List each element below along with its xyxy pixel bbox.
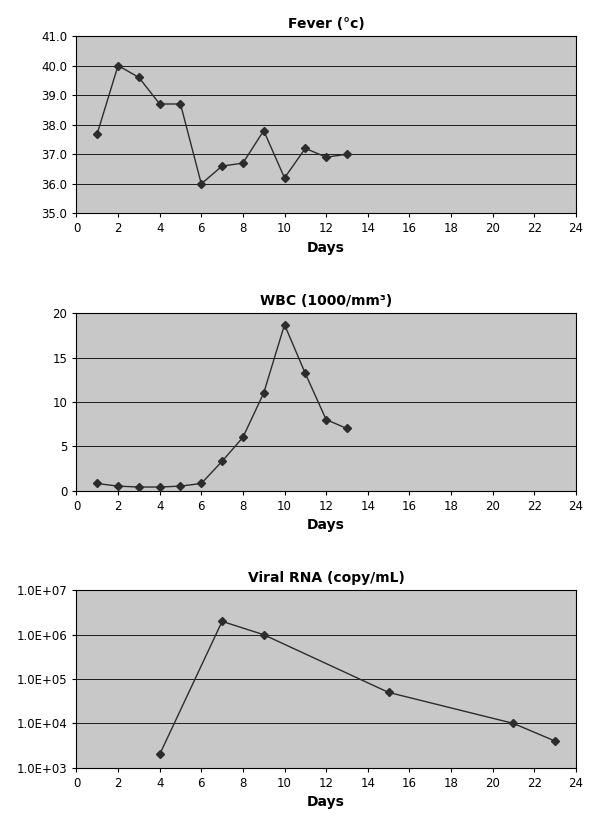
Title: WBC (1000/mm³): WBC (1000/mm³) — [260, 294, 392, 308]
X-axis label: Days: Days — [307, 518, 345, 532]
X-axis label: Days: Days — [307, 241, 345, 255]
X-axis label: Days: Days — [307, 795, 345, 809]
Title: Fever (°c): Fever (°c) — [288, 17, 365, 31]
Title: Viral RNA (copy/mL): Viral RNA (copy/mL) — [248, 571, 404, 585]
